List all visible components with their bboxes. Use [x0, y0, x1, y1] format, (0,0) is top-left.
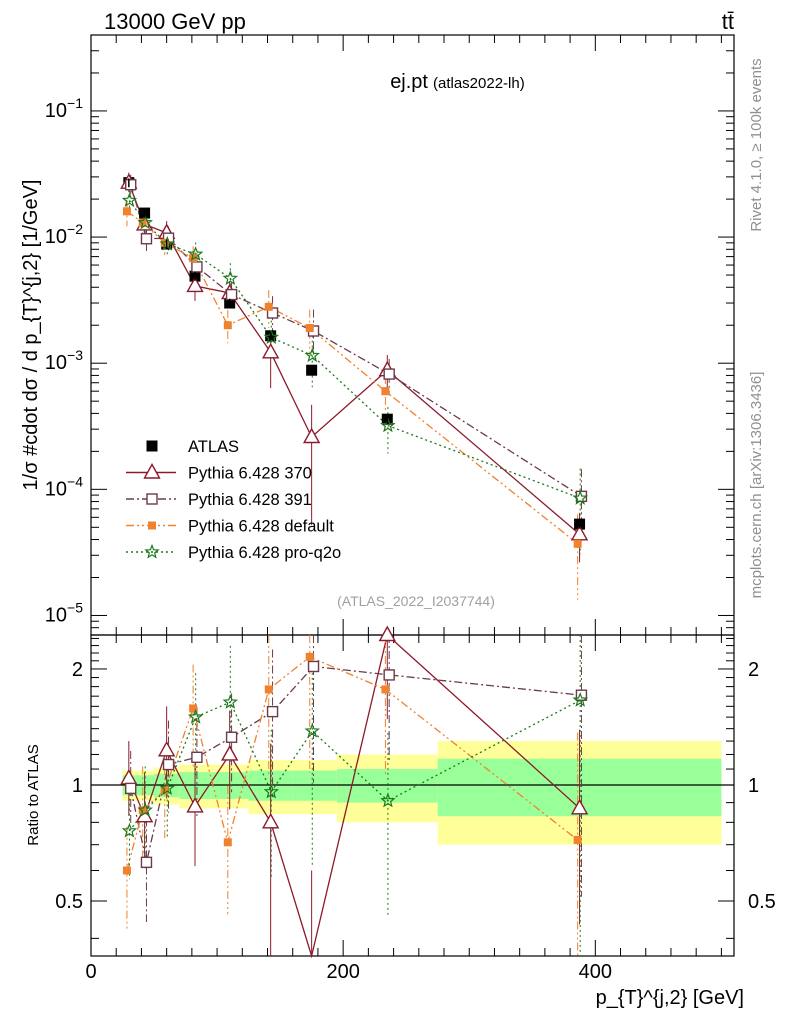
header-left: 13000 GeV pp	[104, 9, 246, 34]
ratio-point	[125, 782, 137, 795]
y-axis-label: 1/σ #cdot dσ / d p_{T}^{j,2} [1/GeV]	[20, 180, 42, 491]
data-point	[261, 342, 280, 359]
ratio-point	[140, 856, 153, 869]
data-point	[160, 238, 169, 247]
ratio-point	[380, 792, 396, 808]
ratio-tick-label: 0.5	[55, 891, 83, 913]
data-point	[380, 417, 396, 433]
legend: ATLAS Pythia 6.428 370 Pythia 6.428 391 Pyt…	[126, 438, 341, 562]
ratio-point	[225, 731, 238, 743]
data-point	[140, 233, 153, 245]
ratio-point	[187, 708, 204, 724]
data-point	[138, 218, 147, 227]
data-point	[122, 207, 131, 216]
y-tick-label: 10−1	[45, 95, 83, 122]
ratio-tick-label-right: 1	[748, 775, 759, 797]
ratio-tick-label-right: 2	[748, 659, 759, 681]
data-point	[573, 539, 582, 548]
y-tick-label: 10−5	[45, 599, 83, 626]
data-point	[121, 192, 138, 208]
chart-title: ej.pt	[390, 71, 428, 93]
ratio-point	[261, 812, 280, 829]
ratio-point	[572, 692, 589, 707]
data-point	[264, 302, 273, 311]
legend-label: Pythia 6.428 370	[188, 465, 312, 483]
data-point	[305, 324, 314, 333]
ratio-point	[575, 689, 588, 701]
data-point	[187, 246, 204, 261]
legend-label: Pythia 6.428 pro-q2o	[188, 544, 341, 562]
ratio-point	[383, 669, 395, 681]
x-tick-label: 0	[85, 961, 96, 983]
data-point	[137, 214, 153, 230]
ratio-point	[305, 652, 314, 661]
ratio-point	[159, 780, 176, 795]
data-point	[383, 368, 395, 380]
data-point	[572, 490, 589, 505]
y-tick-label: 10−4	[45, 473, 83, 500]
data-point	[302, 427, 321, 444]
ratio-point	[189, 704, 198, 713]
ratio-point	[266, 705, 279, 718]
plot-frames	[90, 34, 735, 957]
ratio-point	[381, 685, 390, 694]
ratio-point	[191, 751, 203, 763]
ratio-tick-label: 1	[72, 775, 83, 797]
ratio-point	[378, 625, 396, 642]
chart-subtitle: (atlas2022-lh)	[433, 75, 525, 92]
y-tick-label: 10−2	[45, 221, 83, 248]
ratio-point	[307, 660, 320, 673]
data-point	[225, 288, 238, 301]
ratio-point	[304, 722, 320, 738]
x-tick-label: 400	[579, 961, 612, 983]
legend-marker	[143, 463, 161, 479]
y-tick-label: 10−3	[45, 347, 83, 374]
legend-marker	[146, 440, 158, 452]
header-right: tt̄	[722, 9, 734, 34]
legend-label: Pythia 6.428 default	[188, 518, 334, 536]
data-point	[304, 347, 320, 363]
band-inner	[292, 770, 337, 801]
ratio-tick-label: 2	[72, 659, 83, 681]
ratio-point	[162, 758, 175, 771]
ratio-point	[186, 796, 204, 813]
data-point	[125, 179, 137, 191]
x-axis-label: p_{T}^{j,2} [GeV]	[596, 987, 744, 1009]
ratio-point	[223, 838, 232, 847]
ratio-point	[222, 694, 239, 709]
data-point	[191, 261, 203, 273]
legend-label: ATLAS	[188, 438, 239, 456]
ratio-point	[573, 835, 582, 844]
rivet-version-text: Rivet 4.1.0, ≥ 100k events	[748, 58, 765, 231]
mcplots-text: mcplots.cern.ch [arXiv:1306.3436]	[748, 372, 765, 599]
data-point	[381, 387, 390, 396]
legend-label: Pythia 6.428 391	[188, 491, 312, 509]
ratio-point	[264, 685, 273, 694]
series-layer	[120, 172, 589, 959]
ratio-point	[570, 798, 589, 815]
legend-marker	[148, 521, 156, 530]
ratio-point	[157, 740, 176, 757]
axis-ticks: 0 200 400 10−1 10−2 10−3 10−4 10−5 0.5 0.5 1 1 2 2	[45, 34, 776, 983]
legend-marker	[144, 543, 160, 559]
ratio-point	[138, 806, 147, 815]
ratio-point	[121, 822, 138, 838]
ratio-point	[137, 802, 153, 817]
watermark: (ATLAS_2022_I2037744)	[337, 593, 495, 609]
legend-marker	[146, 493, 158, 505]
ratio-point	[122, 866, 131, 875]
uncertainty-bands	[122, 741, 722, 845]
ratio-frame	[90, 634, 735, 957]
ratio-tick-label-right: 0.5	[748, 891, 776, 913]
data-point	[222, 270, 239, 286]
ratio-point	[263, 783, 280, 799]
data-point	[186, 276, 204, 293]
data-point	[223, 321, 232, 330]
ratio-point	[220, 745, 239, 761]
ratio-axis-label: Ratio to ATLAS	[25, 744, 42, 845]
x-tick-label: 200	[326, 961, 359, 983]
